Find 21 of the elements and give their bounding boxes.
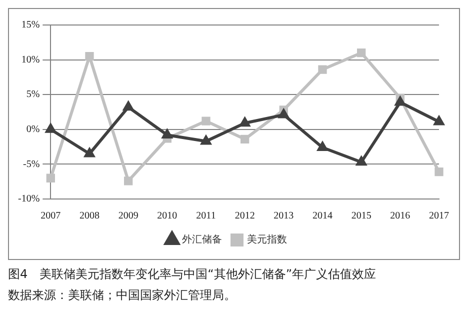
x-tick-label: 2011 bbox=[196, 210, 216, 222]
x-tick-label: 2016 bbox=[390, 210, 410, 222]
y-tick-label: -5% bbox=[22, 158, 40, 170]
y-tick-label: 15% bbox=[21, 20, 40, 31]
source-note: 数据来源：美联储；中国国家外汇管理局。 bbox=[8, 287, 237, 304]
text: 图4 美联储美元指数年变化率与中国“其他外汇储备”年广义估值效应 bbox=[8, 266, 378, 283]
x-tick-label: 2013 bbox=[274, 210, 294, 222]
x-tick-label: 2008 bbox=[79, 210, 100, 222]
legend-label: 美元指数 bbox=[247, 234, 287, 246]
legend-label: 外汇储备 bbox=[182, 234, 222, 246]
y-tick-label: 5% bbox=[26, 89, 40, 100]
x-tick-label: 2012 bbox=[234, 210, 255, 222]
x-tick-label: 2017 bbox=[429, 210, 449, 222]
x-tick-label: 2010 bbox=[157, 210, 178, 222]
y-tick-label: -10% bbox=[18, 194, 40, 205]
y-tick-label: 10% bbox=[21, 54, 40, 66]
x-tick-label: 2015 bbox=[351, 210, 372, 222]
x-tick-label: 2014 bbox=[312, 210, 332, 222]
x-tick-label: 2009 bbox=[118, 210, 138, 222]
x-tick-label: 2007 bbox=[40, 210, 61, 222]
y-tick-label: 0% bbox=[26, 124, 40, 136]
